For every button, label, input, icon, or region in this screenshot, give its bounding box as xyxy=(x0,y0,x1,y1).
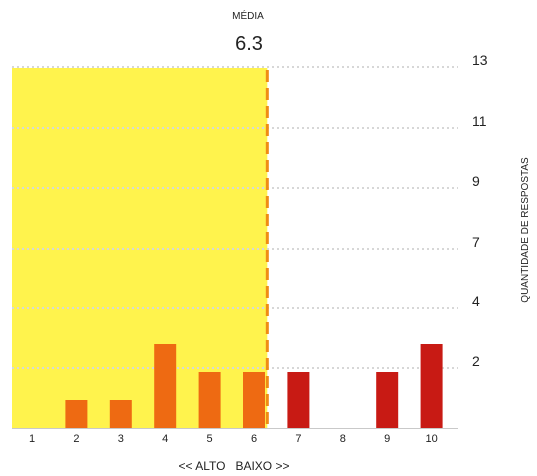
mean-label: MÉDIA xyxy=(232,9,264,22)
gridlines xyxy=(12,66,458,369)
x-tick-labels: 1 2 3 4 5 6 7 8 9 10 xyxy=(29,433,438,445)
y-tick-label: 7 xyxy=(472,234,480,250)
bar-10 xyxy=(420,344,443,428)
bar-4 xyxy=(154,344,177,428)
x-tick-label: 3 xyxy=(118,433,124,445)
x-tick-label: 2 xyxy=(73,433,79,445)
bar-2 xyxy=(65,400,88,428)
mean-value: 6.3 xyxy=(235,33,263,55)
y-tick-label: 11 xyxy=(472,113,487,129)
bar-3 xyxy=(109,400,132,428)
bar-5 xyxy=(198,372,221,428)
x-tick-label: 5 xyxy=(207,433,213,445)
bars xyxy=(65,344,443,428)
x-tick-label: 7 xyxy=(295,433,301,445)
bar-7 xyxy=(287,372,310,428)
x-tick-label: 6 xyxy=(251,433,257,445)
x-tick-label: 9 xyxy=(384,433,390,445)
y-tick-label: 2 xyxy=(472,353,480,369)
bar-9 xyxy=(376,372,399,428)
x-tick-label: 4 xyxy=(162,433,168,445)
y-tick-label: 13 xyxy=(472,52,488,68)
y-tick-label: 4 xyxy=(472,293,480,309)
bar-6 xyxy=(243,372,265,428)
below-mean-highlight xyxy=(12,68,268,428)
x-tick-label: 1 xyxy=(29,433,35,445)
x-axis-label: << ALTO BAIXO >> xyxy=(179,459,290,473)
y-tick-label: 9 xyxy=(472,173,480,189)
y-tick-labels: 13 11 9 7 4 2 xyxy=(472,52,488,369)
x-tick-label: 8 xyxy=(340,433,346,445)
x-tick-label: 10 xyxy=(425,433,437,445)
y-axis-label: QUANTIDADE DE RESPOSTAS xyxy=(520,157,531,303)
